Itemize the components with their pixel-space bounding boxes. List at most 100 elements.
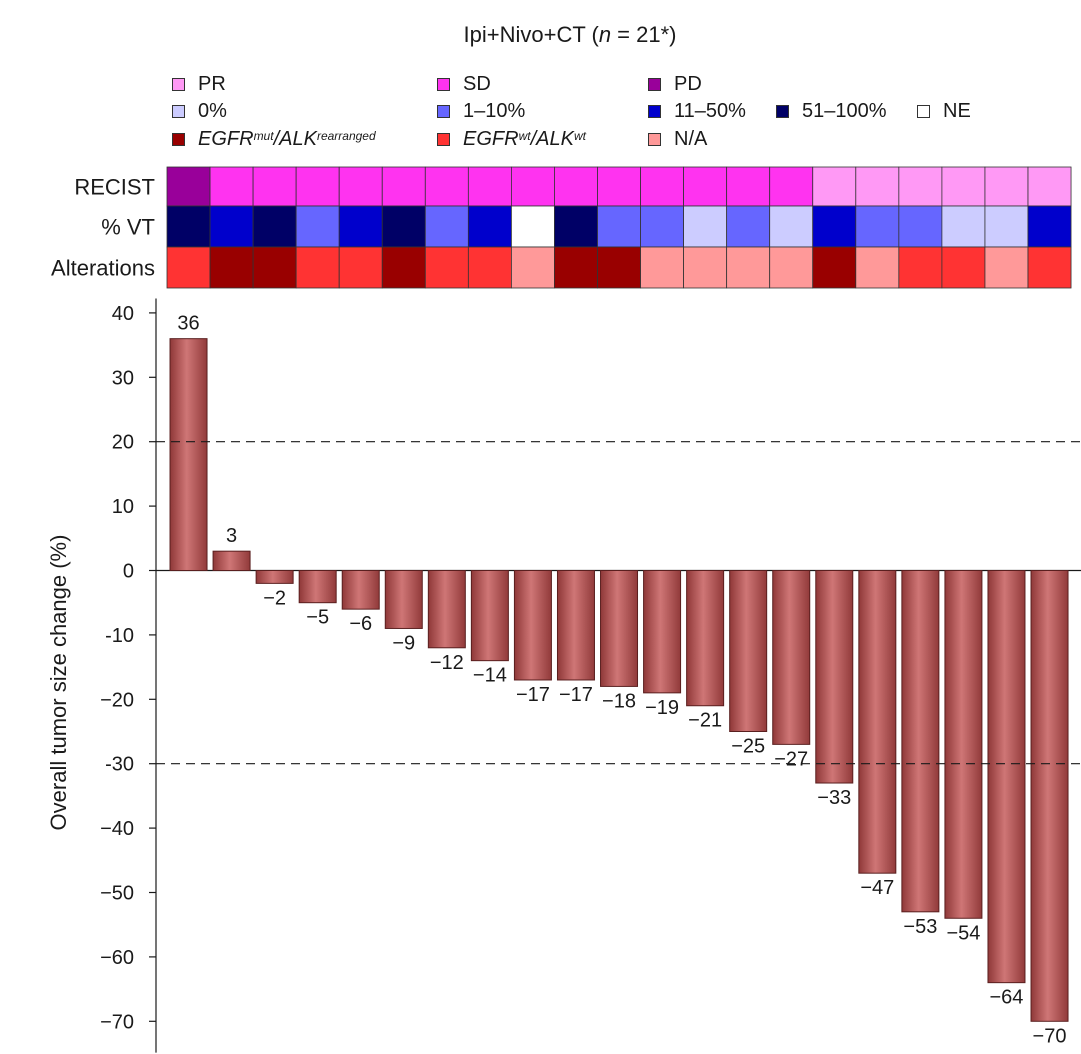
legend-item-wt: EGFR wt / ALK wt [437, 127, 586, 151]
legend-item-pd: PD [648, 72, 702, 96]
bar [341, 570, 380, 610]
heatmap-cell [855, 205, 900, 248]
heatmap-cell [726, 246, 771, 289]
bar [470, 570, 509, 662]
heatmap-cell [338, 246, 383, 289]
legend-item-na: N/A [648, 127, 707, 151]
bar-value-label: −64 [990, 987, 1024, 1009]
bar [987, 570, 1026, 984]
heatmap-cell [295, 205, 340, 248]
y-tick-label: -10 [105, 625, 134, 647]
heatmap-cell [984, 246, 1029, 289]
bar [944, 570, 983, 919]
bar-value-label: −14 [473, 665, 507, 687]
bar-value-label: −47 [860, 877, 894, 899]
heatmap-cell [166, 205, 211, 248]
y-tick-label: 30 [112, 367, 134, 389]
bar-value-label: −5 [306, 607, 329, 629]
heatmap-cell [252, 166, 297, 207]
heatmap-cell [381, 246, 426, 289]
heatmap-cell [640, 246, 684, 289]
legend-item-pr: PR [172, 72, 226, 96]
bar [513, 570, 552, 681]
heatmap-cell [640, 166, 684, 207]
legend-gene-egfr-mut: EGFR [198, 127, 254, 150]
legend-item-ne: NE [917, 99, 971, 123]
heatmap-cell [467, 246, 512, 289]
bar-value-label: −19 [645, 697, 679, 719]
bar [858, 570, 897, 874]
legend-item-vt-0: 0% [172, 99, 227, 123]
legend-swatch-vt-51-100 [776, 104, 789, 118]
legend-label-vt-11-50: 11–50% [674, 99, 746, 122]
chart-title: Ipi+Nivo+CT (n = 21*) [300, 22, 840, 48]
heatmap-cell [554, 246, 598, 289]
bar [600, 570, 639, 687]
title-prefix: Ipi+Nivo+CT ( [463, 22, 599, 47]
bar [686, 570, 725, 707]
heatmap-cell [812, 246, 857, 289]
heatmap-cell [726, 205, 771, 248]
legend-label-ne: NE [943, 99, 971, 122]
legend-label-pd: PD [674, 72, 702, 95]
title-n: n [598, 22, 612, 47]
bar [901, 570, 940, 913]
heatmap-cell [166, 166, 211, 207]
heatmap-cell [467, 205, 512, 248]
legend-item-vt-11-50: 11–50% [648, 99, 746, 123]
bar-value-label: −12 [430, 652, 464, 674]
legend-label-vt-0: 0% [198, 99, 227, 122]
bar-value-label: −54 [946, 922, 980, 944]
heatmap-cell [209, 166, 254, 207]
y-tick-label: −20 [100, 689, 134, 711]
legend-sup-wt-1: wt [518, 129, 531, 143]
y-tick-label: −70 [100, 1011, 134, 1033]
heatmap-cell [554, 166, 598, 207]
heatmap-cell [252, 205, 297, 248]
bar-value-label: −17 [516, 684, 550, 706]
legend-label-na: N/A [674, 127, 708, 150]
heatmap-cell [941, 166, 986, 207]
legend-sep-mut: / [273, 127, 280, 150]
legend-label-vt-1-10: 1–10% [463, 99, 526, 122]
heatmap-cell [898, 205, 943, 248]
heatmap-cell [510, 246, 555, 289]
bar [772, 570, 811, 745]
heatmap-cell [683, 246, 728, 289]
legend-gene-alk-mut: ALK [279, 127, 317, 150]
heatmap-row-label: RECIST [74, 175, 155, 200]
bar [384, 570, 423, 629]
heatmap-cell [338, 205, 383, 248]
heatmap-cell [1027, 205, 1072, 248]
legend-swatch-sd [437, 77, 450, 91]
legend-swatch-vt-11-50 [648, 104, 661, 118]
heatmap-cell [898, 166, 943, 207]
heatmap-cell [424, 205, 469, 248]
legend-sep-wt: / [530, 127, 537, 150]
heatmap-cell [855, 166, 900, 207]
y-tick-label: 40 [112, 303, 134, 325]
legend-item-mut: EGFR mut / ALK rearranged [172, 127, 376, 151]
bar [427, 570, 466, 649]
heatmap-cell [166, 246, 211, 289]
heatmap-cell [295, 246, 340, 289]
bar [815, 570, 854, 784]
heatmap-cell [1027, 166, 1072, 207]
bar [1030, 570, 1069, 1022]
heatmap-cell [640, 205, 684, 248]
bar-value-label: −33 [817, 787, 851, 809]
y-tick-label: 0 [123, 561, 134, 583]
legend-swatch-vt-1-10 [437, 104, 450, 118]
legend-swatch-mut [172, 132, 185, 146]
bar-value-label: −6 [349, 613, 372, 635]
heatmap-cell [769, 246, 814, 289]
bar-value-label: −27 [774, 748, 808, 770]
y-tick-label: 20 [112, 432, 134, 454]
bar [169, 338, 208, 571]
bar [643, 570, 682, 694]
heatmap-cell [554, 205, 598, 248]
heatmap-cell [597, 205, 641, 248]
heatmap-cell [769, 166, 814, 207]
heatmap-cell [295, 166, 340, 207]
legend-swatch-wt [437, 132, 450, 146]
